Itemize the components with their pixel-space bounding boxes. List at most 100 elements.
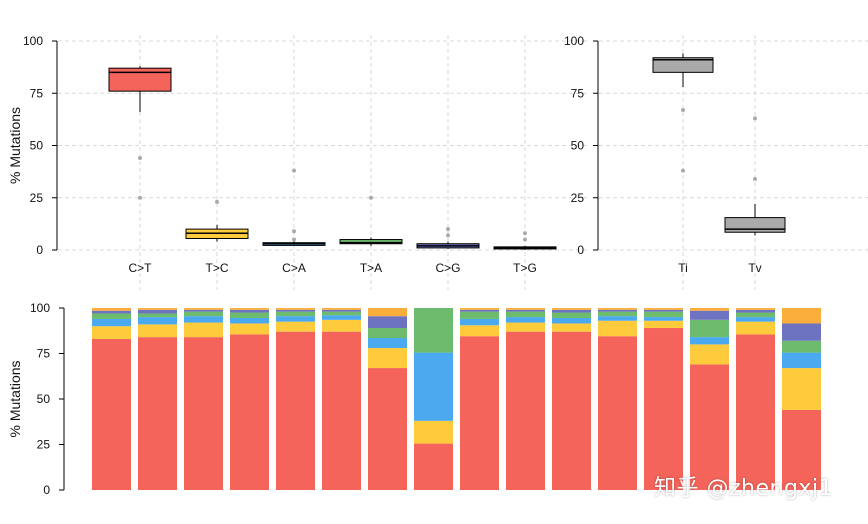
bar-segment-s1-t-to-a bbox=[92, 313, 131, 319]
bar-segment-s7-t-to-a bbox=[368, 328, 407, 339]
x-tick-label-c-to-g: C>G bbox=[435, 261, 460, 275]
bar-segment-s6-c-to-t bbox=[322, 331, 361, 490]
bar-segment-s13-t-to-g bbox=[644, 308, 683, 310]
bar-segment-s5-t-to-c bbox=[276, 321, 315, 332]
y-tick-label-100: 100 bbox=[30, 301, 50, 315]
bar-segment-s2-c-to-t bbox=[138, 337, 177, 490]
outlier-t-to-g-0 bbox=[523, 231, 527, 236]
bar-segment-s4-t-to-a bbox=[230, 312, 269, 319]
x-tick-label-c-to-a: C>A bbox=[282, 261, 306, 275]
bar-segment-s3-t-to-a bbox=[184, 311, 223, 317]
y-tick-label-100: 100 bbox=[23, 34, 43, 48]
bar-segment-s14-t-to-g bbox=[690, 308, 729, 311]
bar-segment-s9-t-to-c bbox=[460, 325, 499, 337]
x-tick-label-ti: Ti bbox=[678, 261, 688, 275]
bar-segment-s2-c-to-g bbox=[138, 309, 177, 314]
bar-segment-s6-t-to-a bbox=[322, 311, 361, 316]
bar-segment-s9-c-to-t bbox=[460, 336, 499, 490]
bar-segment-s8-c-to-t bbox=[414, 443, 453, 490]
bar-segment-s14-t-to-c bbox=[690, 344, 729, 365]
bar-segment-s1-t-to-g bbox=[92, 308, 131, 311]
x-tick-label-t-to-a: T>A bbox=[360, 261, 382, 275]
bar-segment-s14-t-to-a bbox=[690, 319, 729, 338]
outlier-c-to-t-0 bbox=[138, 156, 142, 161]
bar-segment-s16-t-to-c bbox=[782, 368, 821, 410]
outlier-t-to-a-0 bbox=[369, 195, 373, 200]
bar-segment-s15-c-to-t bbox=[736, 334, 775, 490]
bar-segment-s13-c-to-t bbox=[644, 328, 683, 490]
bar-segment-s2-c-to-a bbox=[138, 317, 177, 325]
bar-segment-s14-c-to-t bbox=[690, 364, 729, 490]
bar-segment-s3-c-to-a bbox=[184, 316, 223, 323]
y-tick-label-50: 50 bbox=[37, 392, 51, 406]
bar-segment-s12-c-to-g bbox=[598, 309, 637, 312]
bar-segment-s6-t-to-c bbox=[322, 319, 361, 332]
bar-segment-s14-c-to-a bbox=[690, 337, 729, 345]
bar-segment-s12-t-to-a bbox=[598, 311, 637, 317]
bar-segment-s13-t-to-a bbox=[644, 311, 683, 318]
y-tick-label-0: 0 bbox=[36, 243, 43, 257]
bar-segment-s6-c-to-a bbox=[322, 315, 361, 320]
y-axis-title: % Mutations bbox=[7, 107, 23, 184]
y-tick-label-75: 75 bbox=[30, 86, 44, 100]
bar-segment-s9-t-to-g bbox=[460, 308, 499, 310]
box-c-to-t bbox=[108, 67, 172, 92]
bar-segment-s8-c-to-a bbox=[414, 352, 453, 421]
y-axis-title: % Mutations bbox=[7, 360, 23, 437]
bar-segment-s4-t-to-g bbox=[230, 308, 269, 310]
outlier-c-to-g-0 bbox=[446, 227, 450, 232]
bar-segment-s11-t-to-a bbox=[552, 312, 591, 319]
outlier-c-to-g-1 bbox=[446, 233, 450, 238]
bar-segment-s7-t-to-c bbox=[368, 348, 407, 369]
bar-segment-s3-t-to-c bbox=[184, 322, 223, 338]
bar-segment-s12-c-to-t bbox=[598, 336, 637, 490]
outlier-tv-1 bbox=[753, 176, 757, 181]
bar-segment-s10-t-to-c bbox=[506, 322, 545, 332]
bar-segment-s9-c-to-g bbox=[460, 309, 499, 312]
bar-segment-s15-c-to-g bbox=[736, 309, 775, 313]
x-tick-label-t-to-c: T>C bbox=[205, 261, 228, 275]
bar-segment-s7-t-to-g bbox=[368, 308, 407, 317]
x-tick-label-t-to-g: T>G bbox=[513, 261, 537, 275]
bar-segment-s7-c-to-t bbox=[368, 368, 407, 490]
zhihu-watermark-text: 知乎 @zhengxj1 bbox=[654, 476, 834, 501]
bar-segment-s2-t-to-a bbox=[138, 313, 177, 318]
bar-segment-s10-c-to-g bbox=[506, 309, 545, 312]
bar-segment-s1-t-to-c bbox=[92, 326, 131, 339]
bar-segment-s16-t-to-a bbox=[782, 340, 821, 353]
bar-segment-s11-t-to-c bbox=[552, 323, 591, 332]
box-t-to-a bbox=[339, 239, 403, 245]
bar-segment-s3-c-to-t bbox=[184, 337, 223, 490]
per-sample-stacked-bar-panel: 0 25 50 75 100 % Mutations bbox=[7, 301, 821, 497]
bar-segment-s11-c-to-a bbox=[552, 318, 591, 324]
bar-segment-s5-t-to-a bbox=[276, 311, 315, 317]
bar-segment-s10-t-to-g bbox=[506, 308, 545, 310]
y-tick-label-0: 0 bbox=[577, 243, 584, 257]
y-tick-label-25: 25 bbox=[37, 438, 51, 452]
x-tick-label-c-to-t: C>T bbox=[128, 261, 152, 275]
bar-segment-s15-t-to-a bbox=[736, 312, 775, 318]
bar-segment-s11-c-to-g bbox=[552, 309, 591, 313]
bar-segment-s8-t-to-a bbox=[414, 308, 453, 353]
bar-segment-s15-c-to-a bbox=[736, 317, 775, 322]
bar-segment-s9-t-to-a bbox=[460, 311, 499, 319]
y-tick-label-25: 25 bbox=[571, 191, 585, 205]
bar-segment-s1-c-to-a bbox=[92, 318, 131, 327]
y-tick-label-50: 50 bbox=[30, 139, 44, 153]
y-tick-label-100: 100 bbox=[564, 34, 584, 48]
outlier-ti-1 bbox=[681, 168, 685, 173]
outlier-c-to-t-1 bbox=[138, 195, 142, 200]
outlier-tv-0 bbox=[753, 116, 757, 121]
bar-segment-s3-t-to-g bbox=[184, 308, 223, 310]
snv-class-boxplot-panel: 0 25 50 75 100 % Mutations C>T T>C C>A T>A C>G T>G bbox=[7, 34, 590, 290]
outlier-ti-0 bbox=[681, 107, 685, 112]
bar-segment-s16-c-to-g bbox=[782, 323, 821, 341]
box-tv bbox=[724, 217, 786, 233]
bar-segment-s3-c-to-g bbox=[184, 309, 223, 312]
bar-segment-s9-c-to-a bbox=[460, 318, 499, 326]
bar-segment-s7-c-to-a bbox=[368, 338, 407, 349]
bar-segment-s1-c-to-g bbox=[92, 310, 131, 314]
bar-segment-s13-c-to-g bbox=[644, 309, 683, 312]
bar-segment-s12-t-to-c bbox=[598, 320, 637, 337]
